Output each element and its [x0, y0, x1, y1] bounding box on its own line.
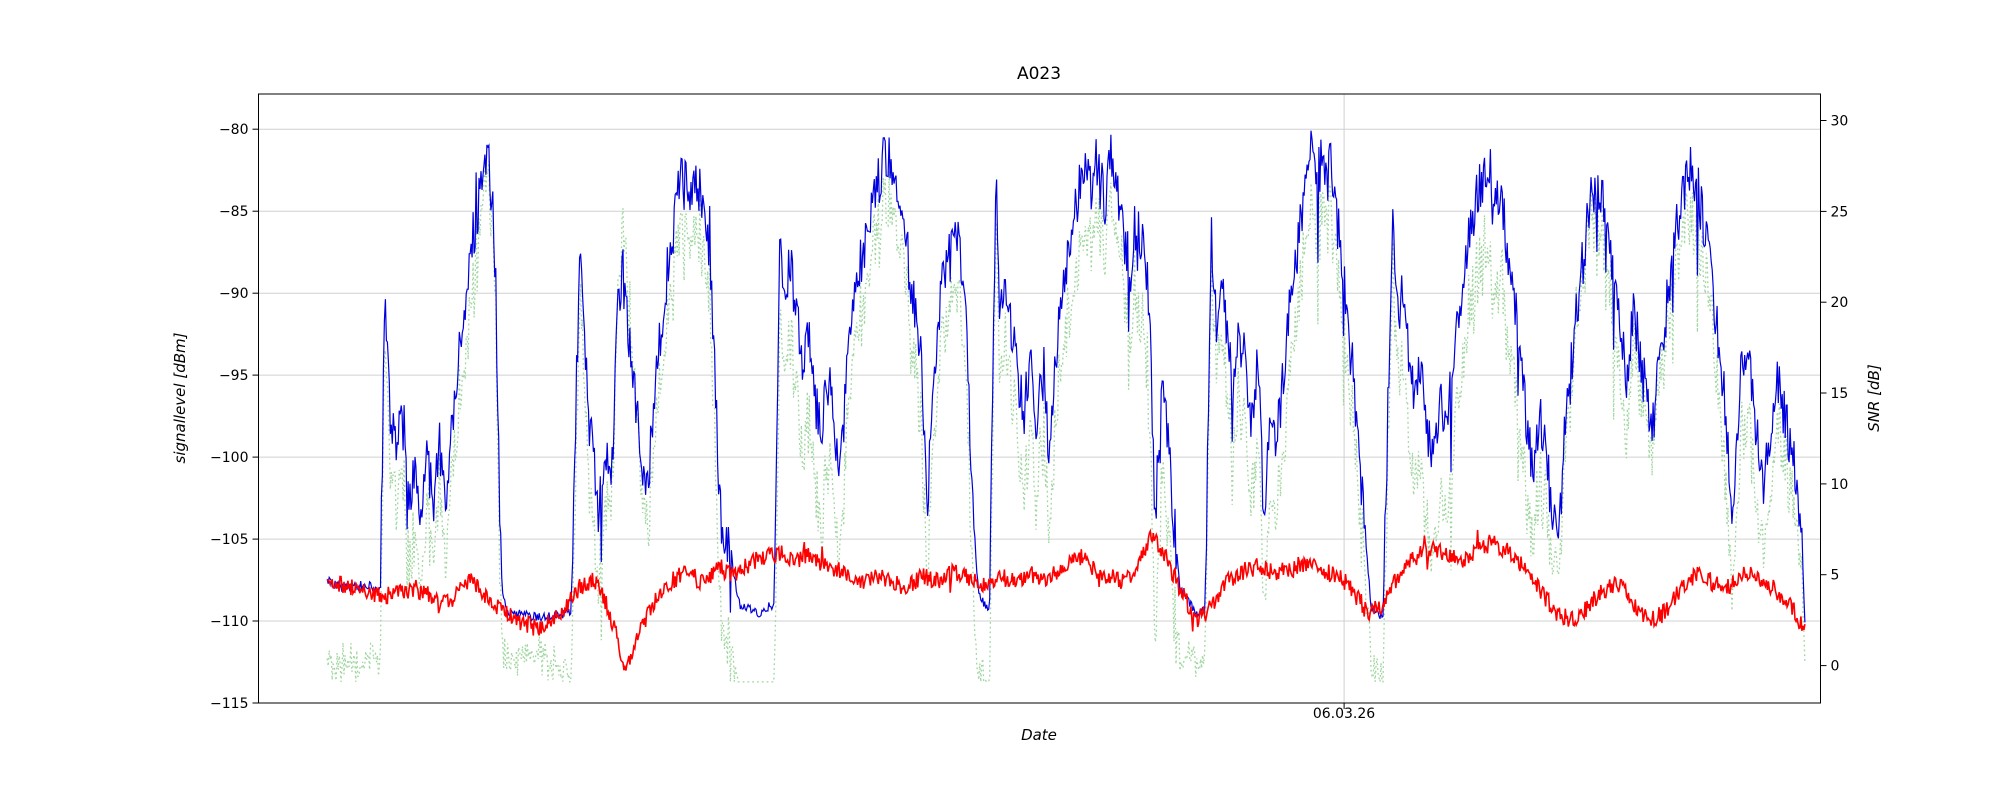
- svg-text:10: 10: [1831, 477, 1849, 493]
- left-y-axis-label: signallevel [dBm]: [171, 332, 189, 464]
- x-axis-label: Date: [1021, 726, 1057, 744]
- tick-marks: [252, 120, 1827, 709]
- svg-text:−85: −85: [219, 204, 249, 220]
- svg-text:−80: −80: [219, 122, 249, 138]
- right-y-axis-label: SNR [dB]: [1865, 364, 1883, 432]
- svg-text:−110: −110: [210, 614, 248, 630]
- svg-text:0: 0: [1831, 659, 1840, 675]
- svg-text:−95: −95: [219, 368, 249, 384]
- svg-text:30: 30: [1831, 114, 1849, 130]
- svg-text:15: 15: [1831, 386, 1849, 402]
- snr-series: [326, 160, 1806, 683]
- svg-text:25: 25: [1831, 204, 1849, 220]
- noisefloor-series: [326, 528, 1806, 671]
- x-tick-label: 06.03.26: [1312, 706, 1376, 722]
- chart-title: A023: [1016, 64, 1062, 84]
- svg-text:−100: −100: [210, 450, 248, 466]
- svg-text:5: 5: [1831, 568, 1840, 584]
- axes-border: [258, 93, 1821, 704]
- signal-series: [326, 130, 1806, 623]
- svg-text:−105: −105: [210, 532, 248, 548]
- tick-labels: −80 −85 −90 −95 −100 −105 −110 −115 30 25 20 15 10 5 0: [210, 114, 1848, 713]
- svg-text:−90: −90: [219, 286, 249, 302]
- svg-text:20: 20: [1831, 295, 1849, 311]
- svg-text:−115: −115: [210, 696, 248, 712]
